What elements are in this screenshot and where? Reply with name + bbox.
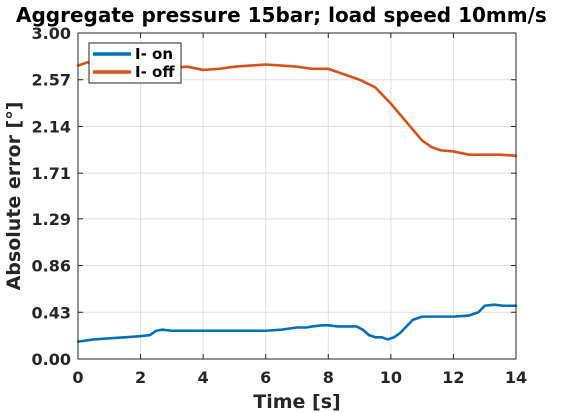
x-tick-label: 4 bbox=[198, 368, 209, 387]
plot-frame bbox=[77, 32, 517, 360]
y-tick-label: 3.00 bbox=[32, 24, 71, 43]
x-axis-label: Time [s] bbox=[253, 391, 340, 413]
x-tick-label: 2 bbox=[135, 368, 146, 387]
y-tick-label: 1.29 bbox=[32, 210, 71, 229]
x-tick-label: 6 bbox=[260, 368, 271, 387]
y-tick-label: 0.00 bbox=[32, 350, 71, 369]
y-axis-label: Absolute error [°] bbox=[3, 102, 25, 291]
plot-area bbox=[78, 33, 516, 359]
x-tick-label: 8 bbox=[323, 368, 334, 387]
chart-title: Aggregate pressure 15bar; load speed 10m… bbox=[16, 3, 547, 27]
series-line-i-on bbox=[76, 303, 518, 343]
x-tick-label: 12 bbox=[442, 368, 464, 387]
legend: I- on I- off bbox=[88, 42, 182, 84]
y-tick-label: 0.86 bbox=[32, 257, 71, 276]
y-tick-label: 2.14 bbox=[32, 117, 71, 136]
x-tick-label: 0 bbox=[72, 368, 83, 387]
legend-label-i-off: I- off bbox=[135, 63, 175, 81]
legend-box bbox=[88, 42, 182, 84]
y-tick-label: 1.71 bbox=[32, 164, 71, 183]
y-tick-label: 2.57 bbox=[32, 71, 71, 90]
axis-ticks: 0 2 4 6 8 10 12 14 0.00 0.43 0.86 1.29 1.71 2.14 2.57 3… bbox=[32, 24, 528, 387]
x-tick-label: 14 bbox=[505, 368, 527, 387]
y-tick-label: 0.43 bbox=[32, 303, 71, 322]
legend-label-i-on: I- on bbox=[135, 45, 173, 63]
x-tick-label: 10 bbox=[380, 368, 402, 387]
